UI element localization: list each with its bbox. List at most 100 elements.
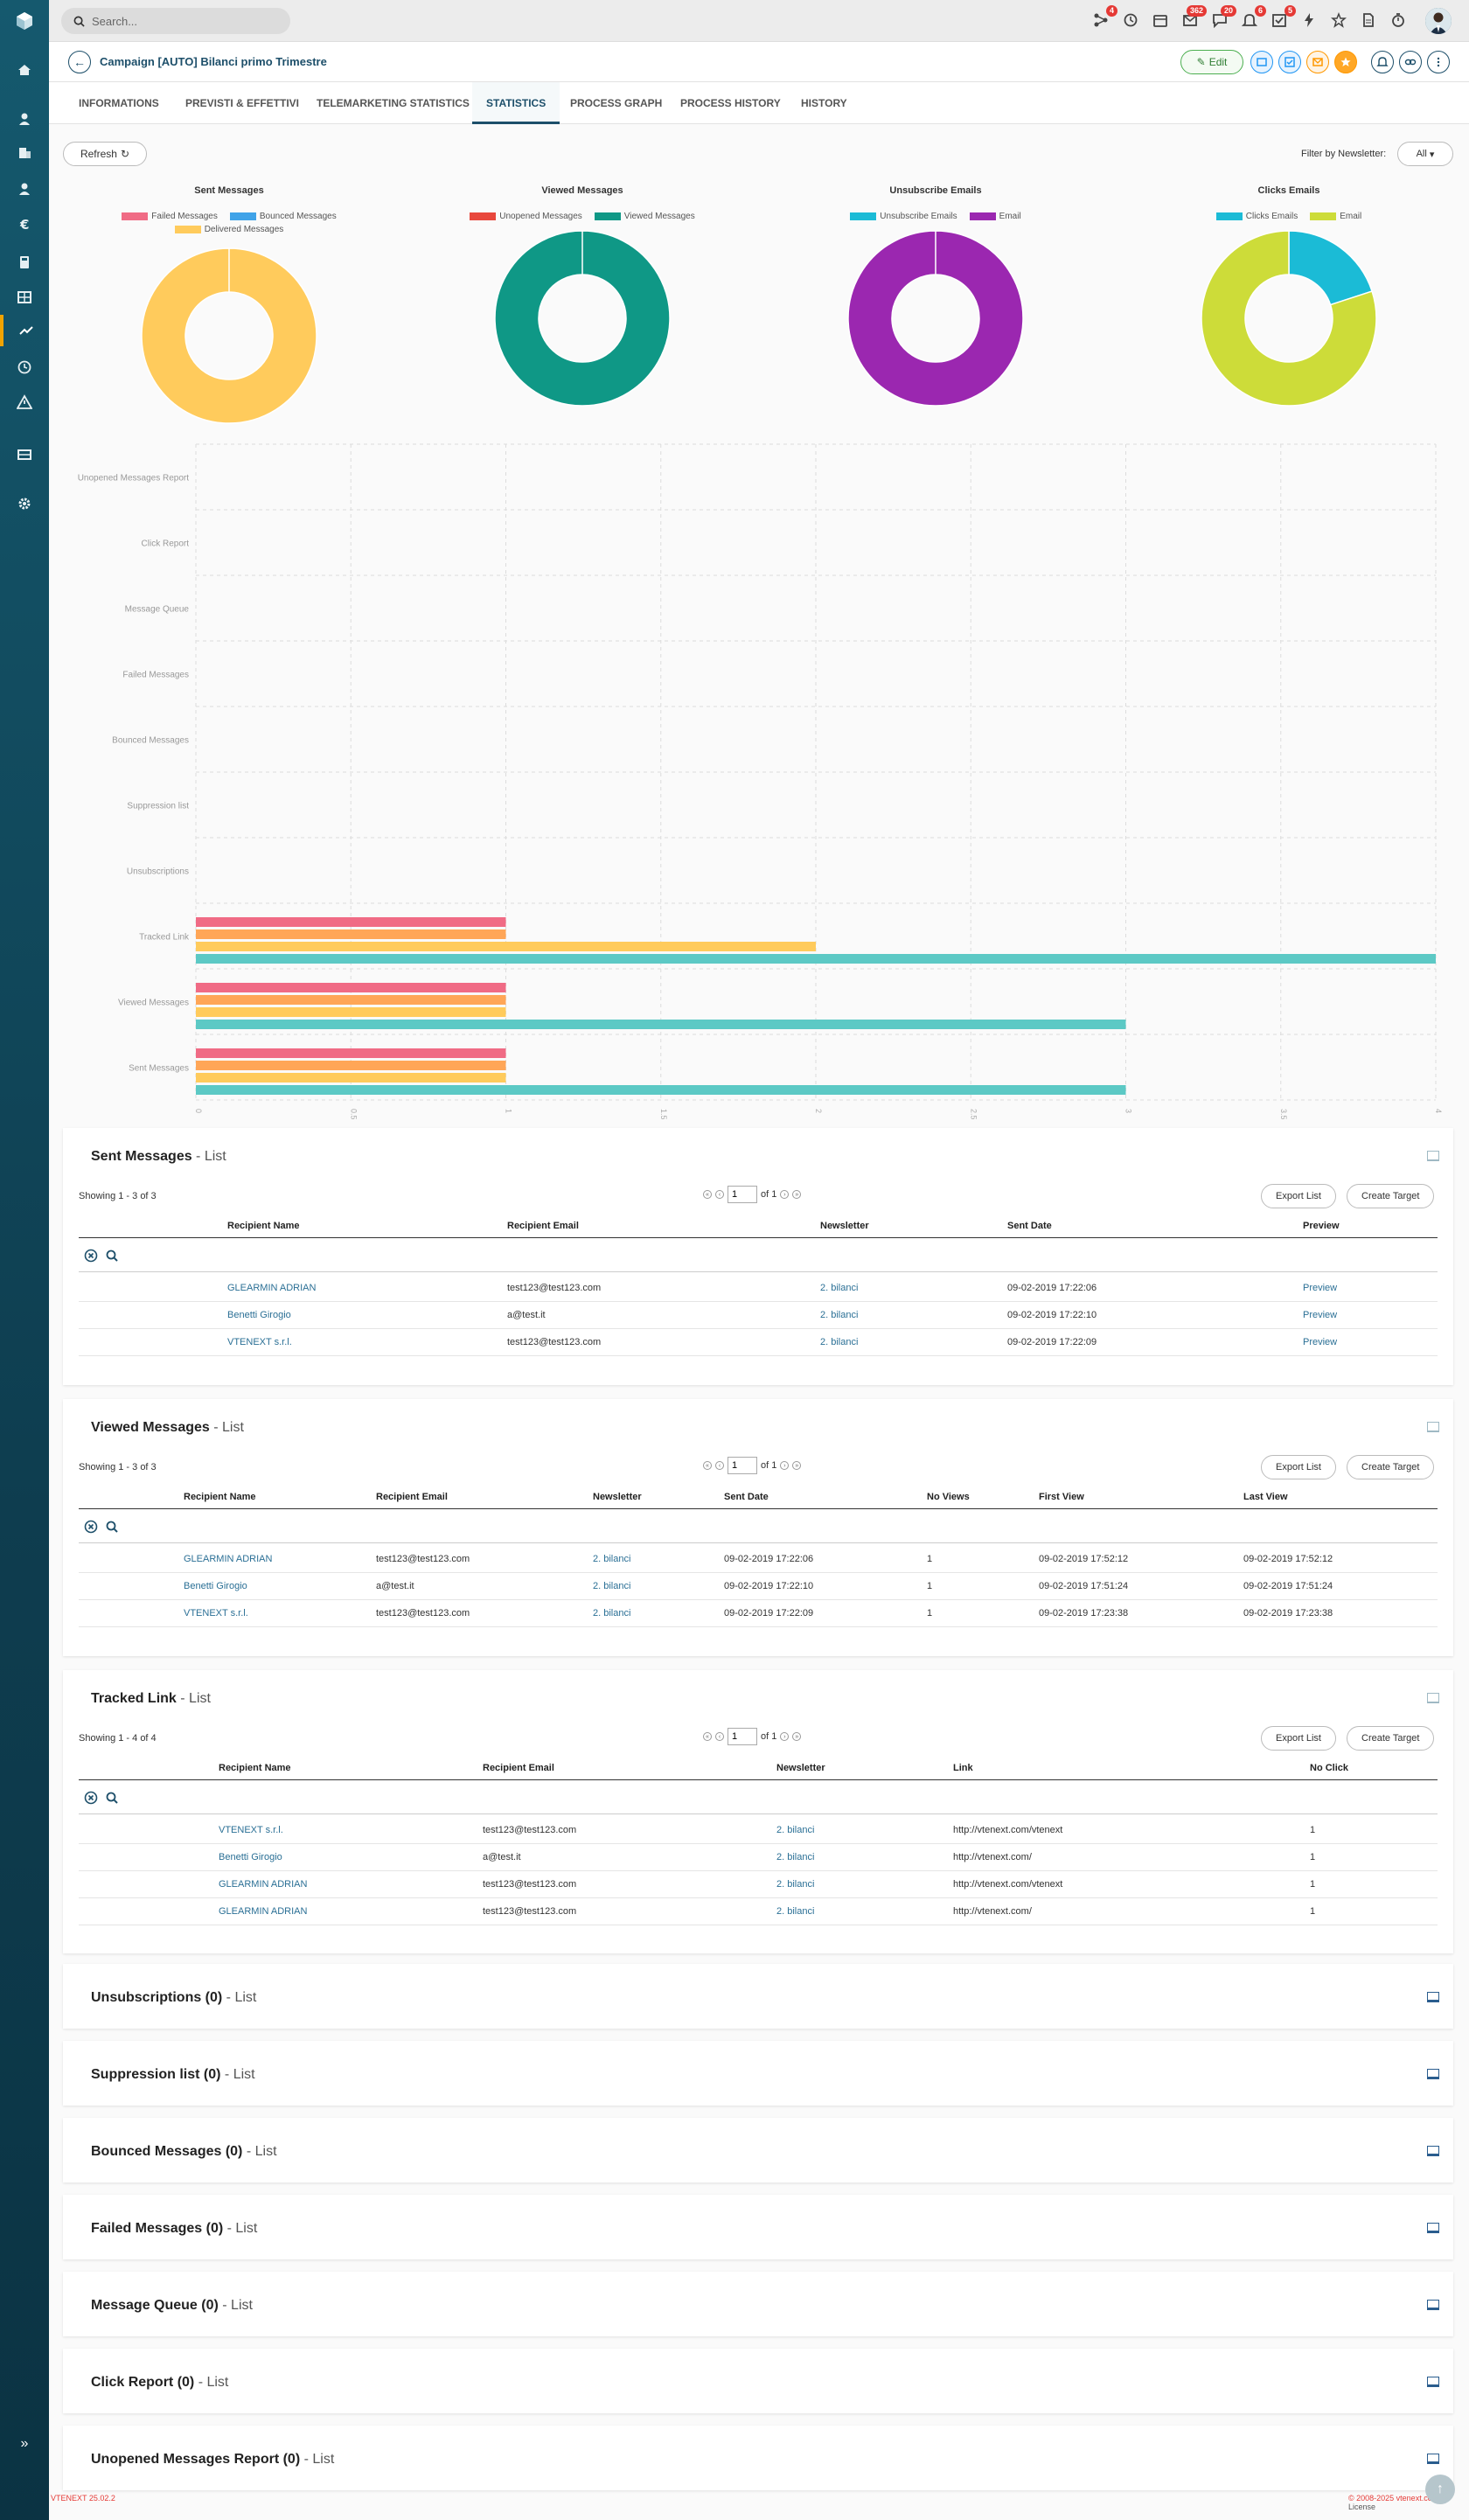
mail-send-button[interactable]: [1306, 51, 1329, 73]
column-header[interactable]: Recipient Name: [219, 1763, 291, 1773]
column-header[interactable]: Last View: [1243, 1492, 1288, 1502]
calculator-icon[interactable]: [0, 247, 49, 278]
bar[interactable]: [196, 1007, 506, 1017]
search-box[interactable]: [61, 8, 290, 34]
expand-icon[interactable]: [1427, 2146, 1439, 2156]
prev-page-icon[interactable]: ‹: [715, 1461, 724, 1470]
expand-sidebar-icon[interactable]: »: [20, 2436, 29, 2451]
unsubscriptions-panel[interactable]: Unsubscriptions (0) - List: [63, 1964, 1453, 2029]
bar[interactable]: [196, 1085, 1126, 1095]
column-header[interactable]: Link: [953, 1763, 973, 1773]
prev-page-icon[interactable]: ‹: [715, 1190, 724, 1199]
tab-process-history[interactable]: PROCESS HISTORY: [680, 97, 781, 109]
recipient-name-link[interactable]: VTENEXT s.r.l.: [219, 1825, 283, 1835]
warning-icon[interactable]: [0, 386, 49, 418]
legend-item[interactable]: Email: [969, 212, 1021, 221]
table-row[interactable]: VTENEXT s.r.l. test123@test123.com 2. bi…: [79, 1329, 1438, 1356]
expand-icon[interactable]: [1427, 2069, 1439, 2079]
contacts-icon[interactable]: [0, 103, 49, 135]
recipient-name-link[interactable]: Benetti Girogio: [227, 1310, 291, 1320]
mail-icon[interactable]: 362: [1180, 5, 1207, 30]
calendar-icon[interactable]: [1151, 10, 1170, 30]
page-input[interactable]: [728, 1186, 757, 1203]
donut-slice[interactable]: [1288, 230, 1374, 306]
grid-icon[interactable]: [0, 439, 49, 470]
last-page-icon[interactable]: »: [792, 1732, 802, 1741]
column-header[interactable]: Sent Date: [724, 1492, 769, 1502]
app-logo[interactable]: [14, 10, 35, 31]
newsletter-link[interactable]: 2. bilanci: [776, 1825, 815, 1835]
prev-page-icon[interactable]: ‹: [715, 1732, 724, 1741]
column-header[interactable]: Recipient Email: [483, 1763, 554, 1773]
recipient-name-link[interactable]: Benetti Girogio: [219, 1852, 282, 1862]
tab-process-graph[interactable]: PROCESS GRAPH: [570, 97, 663, 109]
bar[interactable]: [196, 995, 506, 1005]
page-input[interactable]: [728, 1728, 757, 1745]
column-header[interactable]: Recipient Email: [507, 1221, 579, 1231]
first-page-icon[interactable]: «: [703, 1461, 712, 1470]
clear-filter-icon[interactable]: [84, 1249, 98, 1263]
table-row[interactable]: VTENEXT s.r.l. test123@test123.com 2. bi…: [79, 1817, 1438, 1844]
preview-link[interactable]: Preview: [1303, 1310, 1338, 1320]
history-icon[interactable]: [1121, 10, 1140, 30]
unopened-messages-report-panel[interactable]: Unopened Messages Report (0) - List: [63, 2426, 1453, 2490]
bar[interactable]: [196, 1048, 506, 1058]
clear-filter-icon[interactable]: [84, 1520, 98, 1534]
table-icon[interactable]: [0, 282, 49, 313]
column-header[interactable]: Newsletter: [593, 1492, 642, 1502]
export-list-button[interactable]: Export List: [1261, 1184, 1336, 1208]
legend-item[interactable]: Email: [1310, 212, 1361, 221]
newsletter-link[interactable]: 2. bilanci: [820, 1283, 859, 1293]
create-target-button[interactable]: Create Target: [1347, 1184, 1435, 1208]
column-header[interactable]: Recipient Name: [227, 1221, 300, 1231]
bar[interactable]: [196, 942, 816, 951]
table-row[interactable]: GLEARMIN ADRIAN test123@test123.com 2. b…: [79, 1898, 1438, 1925]
collapse-icon[interactable]: [1427, 1422, 1439, 1432]
create-target-button[interactable]: Create Target: [1347, 1726, 1435, 1751]
email-action-button[interactable]: [1250, 51, 1273, 73]
recipient-name-link[interactable]: GLEARMIN ADRIAN: [184, 1554, 273, 1564]
table-row[interactable]: Benetti Girogio a@test.it 2. bilanci 09-…: [79, 1302, 1438, 1329]
expand-icon[interactable]: [1427, 2300, 1439, 2310]
task-action-button[interactable]: [1278, 51, 1301, 73]
last-page-icon[interactable]: »: [792, 1461, 802, 1470]
scroll-top-button[interactable]: ↑: [1425, 2475, 1455, 2504]
failed-messages-panel[interactable]: Failed Messages (0) - List: [63, 2195, 1453, 2259]
column-header[interactable]: Newsletter: [820, 1221, 869, 1231]
message-queue-panel[interactable]: Message Queue (0) - List: [63, 2272, 1453, 2336]
legend-item[interactable]: Clicks Emails: [1215, 212, 1298, 221]
column-header[interactable]: Recipient Name: [184, 1492, 256, 1502]
donut-slice[interactable]: [847, 230, 1024, 407]
first-page-icon[interactable]: «: [703, 1190, 712, 1199]
follow-button[interactable]: [1371, 51, 1394, 73]
euro-icon[interactable]: €: [0, 208, 49, 240]
export-list-button[interactable]: Export List: [1261, 1726, 1336, 1751]
bar[interactable]: [196, 954, 1436, 964]
edit-button[interactable]: ✎ Edit: [1180, 50, 1243, 74]
search-icon[interactable]: [105, 1249, 119, 1263]
refresh-button[interactable]: Refresh ↻: [63, 142, 147, 166]
page-input[interactable]: [728, 1457, 757, 1474]
newsletter-link[interactable]: 2. bilanci: [593, 1581, 631, 1591]
bounced-messages-panel[interactable]: Bounced Messages (0) - List: [63, 2118, 1453, 2182]
newsletter-link[interactable]: 2. bilanci: [593, 1554, 631, 1564]
table-row[interactable]: GLEARMIN ADRIAN test123@test123.com 2. b…: [79, 1871, 1438, 1898]
newsletter-link[interactable]: 2. bilanci: [820, 1337, 859, 1347]
bar[interactable]: [196, 917, 506, 927]
recipient-name-link[interactable]: VTENEXT s.r.l.: [227, 1337, 292, 1347]
column-header[interactable]: Recipient Email: [376, 1492, 448, 1502]
legend-item[interactable]: Bounced Messages: [229, 212, 337, 221]
newsletter-link[interactable]: 2. bilanci: [776, 1852, 815, 1862]
tab-history[interactable]: HISTORY: [801, 97, 847, 109]
recipient-name-link[interactable]: VTENEXT s.r.l.: [184, 1608, 248, 1619]
column-header[interactable]: No Click: [1310, 1763, 1349, 1773]
favorite-button[interactable]: [1334, 51, 1357, 73]
legend-item[interactable]: Delivered Messages: [174, 225, 283, 234]
next-page-icon[interactable]: ›: [780, 1732, 790, 1741]
timer-icon[interactable]: [1389, 10, 1408, 30]
bar[interactable]: [196, 1061, 506, 1070]
back-button[interactable]: ←: [68, 51, 91, 73]
column-header[interactable]: No Views: [927, 1492, 970, 1502]
bell-icon[interactable]: 6: [1240, 5, 1266, 30]
table-row[interactable]: GLEARMIN ADRIAN test123@test123.com 2. b…: [79, 1275, 1438, 1302]
